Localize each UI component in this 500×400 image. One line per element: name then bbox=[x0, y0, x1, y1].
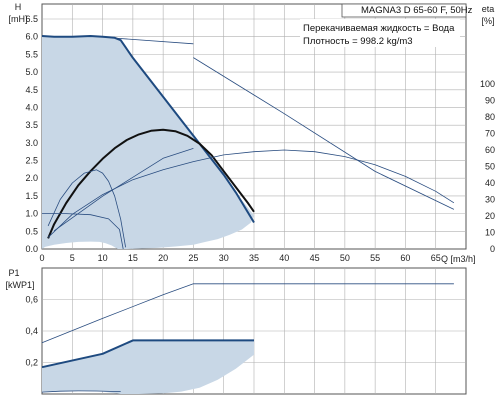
x-tick-label: 20 bbox=[158, 253, 168, 263]
x-tick-label: 60 bbox=[400, 253, 410, 263]
annotation-fluid: Перекачиваемая жидкость = Вода bbox=[303, 23, 455, 34]
x-tick-label: 0 bbox=[39, 253, 44, 263]
annotation-box bbox=[300, 19, 460, 47]
head-flow-panel: 0 5 10 15 20 25 30 35 40 45 50 55 60 65 0.0 0.5 1.0 1.5 2.… bbox=[25, 3, 495, 263]
x-tick-label: 50 bbox=[340, 253, 350, 263]
y2-tick-label: 0 bbox=[490, 244, 495, 254]
x-axis-label: Q [m3/h] bbox=[441, 254, 476, 264]
x-tick-label: 25 bbox=[188, 253, 198, 263]
series-efficiency-diagonal-long bbox=[193, 57, 455, 210]
x-tick-label: 10 bbox=[98, 253, 108, 263]
y2-tick-label: 100 bbox=[480, 79, 495, 89]
x-tick-label: 40 bbox=[279, 253, 289, 263]
series-power-low-thin bbox=[41, 390, 121, 393]
annotation-density: Плотность = 998.2 kg/m3 bbox=[303, 36, 413, 47]
y-axis-label-p1: P1 bbox=[8, 268, 19, 278]
y-axis-unit-h: [mH] bbox=[9, 14, 28, 24]
y2-tick-label: 10 bbox=[485, 228, 495, 238]
title-box bbox=[341, 3, 467, 18]
p1-tick-label: 0,4 bbox=[25, 326, 38, 336]
y-axis-unit-p1: [kWP1] bbox=[5, 280, 34, 290]
series-duty-curve bbox=[47, 128, 255, 239]
y-tick-label: 3.0 bbox=[25, 138, 38, 148]
y2-tick-label: 50 bbox=[485, 162, 495, 172]
y-tick-label: 0.5 bbox=[25, 226, 38, 236]
operating-area bbox=[42, 36, 254, 249]
y-tick-label: 4.0 bbox=[25, 102, 38, 112]
p1-tick-label: 0,2 bbox=[25, 358, 38, 368]
y-tick-label: 4.5 bbox=[25, 85, 38, 95]
series-max-speed-flat-extension bbox=[114, 37, 194, 45]
series-power-upper-thin bbox=[41, 283, 454, 344]
y-tick-label: 3.5 bbox=[25, 120, 38, 130]
y2-axis-unit-eta: [%] bbox=[481, 16, 494, 26]
y2-tick-label: 20 bbox=[485, 211, 495, 221]
x-tick-label: 65 bbox=[431, 253, 441, 263]
chart-title: MAGNA3 D 65-60 F, 50Hz bbox=[361, 5, 473, 16]
series-efficiency-low-speed bbox=[47, 169, 126, 248]
y2-tick-label: 30 bbox=[485, 195, 495, 205]
series-max-speed-curve bbox=[41, 35, 255, 224]
y-axis-label-h: H bbox=[15, 2, 22, 12]
y2-tick-label: 90 bbox=[485, 96, 495, 106]
y-tick-label: 1.0 bbox=[25, 209, 38, 219]
x-tick-label: 30 bbox=[219, 253, 229, 263]
y-tick-label: 6.5 bbox=[25, 14, 38, 24]
y2-tick-label: 80 bbox=[485, 112, 495, 122]
x-tick-label: 5 bbox=[70, 253, 75, 263]
y2-tick-label: 70 bbox=[485, 129, 495, 139]
y2-axis-label-eta: eta bbox=[482, 4, 495, 14]
y-tick-label: 6.0 bbox=[25, 32, 38, 42]
x-tick-label: 15 bbox=[128, 253, 138, 263]
series-efficiency-diagonal-short bbox=[53, 148, 194, 232]
power-area bbox=[42, 340, 254, 394]
series-low-speed-curve bbox=[42, 213, 124, 250]
x-tick-label: 35 bbox=[249, 253, 259, 263]
y-tick-label: 5.5 bbox=[25, 49, 38, 59]
y2-tick-label: 60 bbox=[485, 145, 495, 155]
series-power-max-thick bbox=[41, 339, 254, 369]
power-panel: 0,2 0,4 0,6 bbox=[25, 267, 467, 395]
x-tick-label: 55 bbox=[370, 253, 380, 263]
y-tick-label: 5.0 bbox=[25, 67, 38, 77]
x-tick-label: 45 bbox=[310, 253, 320, 263]
y-tick-label: 1.5 bbox=[25, 191, 38, 201]
y-tick-label: 0.0 bbox=[25, 244, 38, 254]
p1-tick-label: 0,6 bbox=[25, 295, 38, 305]
y-tick-label: 2.5 bbox=[25, 156, 38, 166]
y-tick-label: 2.0 bbox=[25, 173, 38, 183]
y2-tick-label: 40 bbox=[485, 178, 495, 188]
